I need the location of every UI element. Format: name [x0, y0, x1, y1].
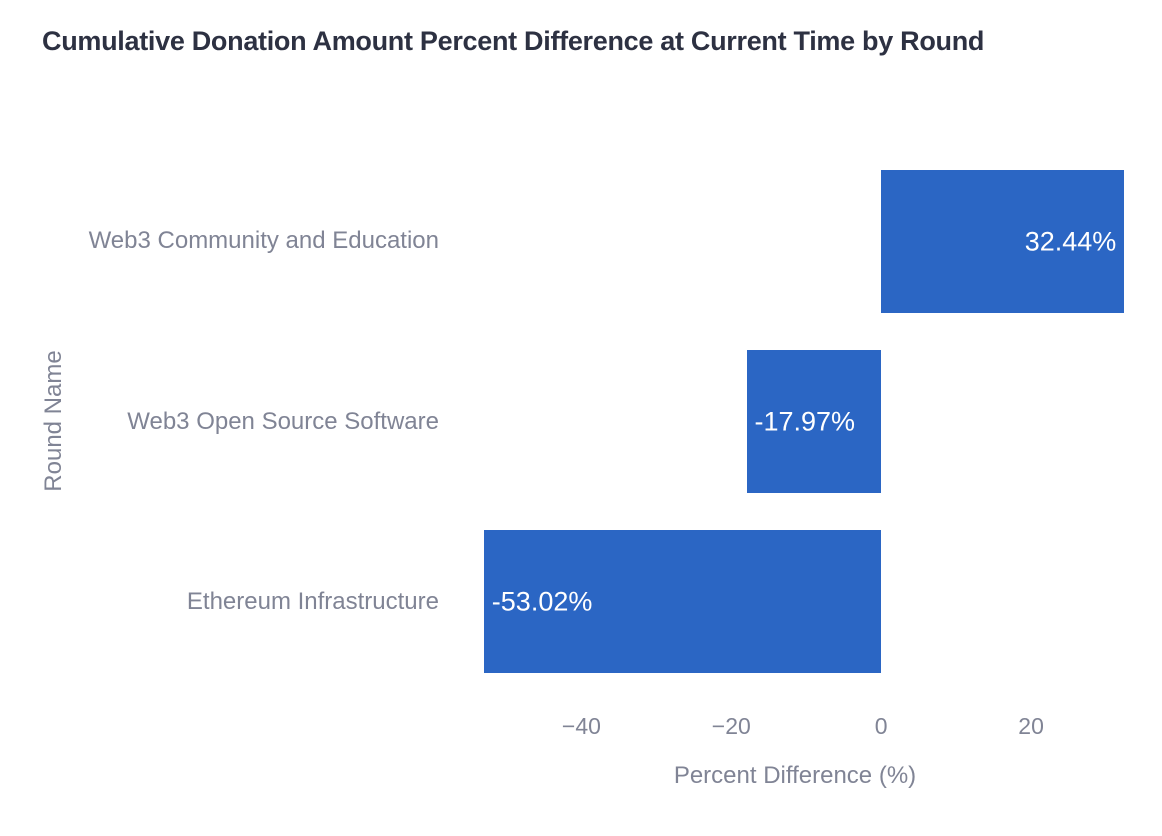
y-category-label-web3-open-source-software: Web3 Open Source Software [127, 407, 439, 435]
chart-title: Cumulative Donation Amount Percent Diffe… [42, 26, 985, 56]
x-tick-label: −40 [561, 713, 601, 739]
x-tick-label: −20 [711, 713, 751, 739]
bar-value-label: 32.44% [1024, 226, 1117, 256]
bar-web3-open-source-software: -17.97% [746, 350, 882, 493]
bar-value-label: -53.02% [491, 586, 593, 616]
y-axis-title: Round Name [40, 350, 67, 492]
x-axis-title: Percent Difference (%) [673, 762, 917, 789]
plot-area: 32.44% -17.97% -53.02% [460, 151, 1130, 692]
bar-ethereum-infrastructure: -53.02% [483, 530, 882, 673]
x-tick-label: 20 [1018, 713, 1044, 739]
y-category-label-ethereum-infrastructure: Ethereum Infrastructure [186, 587, 439, 615]
y-category-label-web3-community-and-education: Web3 Community and Education [88, 227, 439, 255]
bar-value-label: -17.97% [754, 406, 856, 436]
bar-web3-community-and-education: 32.44% [881, 170, 1125, 313]
x-tick-label: 0 [874, 713, 888, 739]
